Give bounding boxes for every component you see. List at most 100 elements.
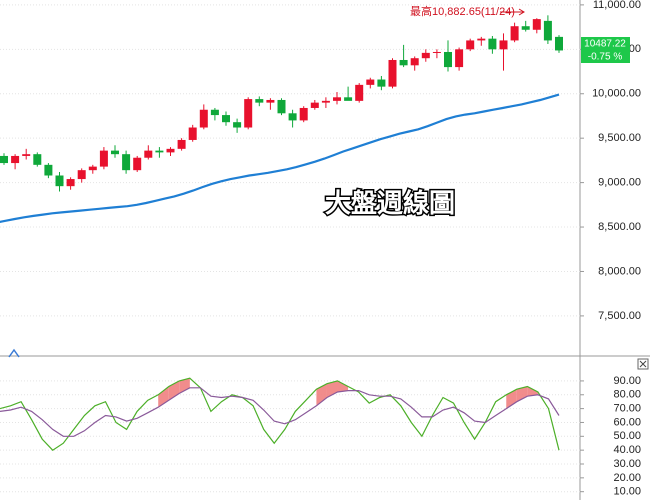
y-tick-label: 20.00 xyxy=(613,472,641,484)
candle xyxy=(444,40,452,72)
indicator-line xyxy=(0,377,560,451)
candle-body xyxy=(432,51,441,53)
candle xyxy=(255,96,264,107)
candle xyxy=(532,18,541,34)
candle-body xyxy=(22,154,31,156)
candle xyxy=(99,147,108,170)
candle xyxy=(88,164,97,174)
scroll-icon[interactable] xyxy=(8,348,20,358)
candle xyxy=(111,145,119,158)
candle-body xyxy=(122,154,131,171)
candle xyxy=(177,138,186,151)
kd-fill xyxy=(337,380,349,392)
candle-body xyxy=(244,99,253,128)
candle-body xyxy=(299,107,308,121)
candle xyxy=(288,109,297,128)
candle-body xyxy=(455,49,464,68)
candle xyxy=(0,153,8,165)
candle-body xyxy=(521,26,530,30)
candle-body xyxy=(88,166,97,171)
candle-body xyxy=(233,122,242,128)
candle-body xyxy=(188,127,197,140)
candle xyxy=(122,150,131,174)
candle xyxy=(66,177,75,190)
candle xyxy=(432,49,441,59)
candle-body xyxy=(155,150,164,153)
indicator-line xyxy=(0,387,560,437)
y-tick-label: 50.00 xyxy=(613,430,641,442)
y-tick-label: 90.00 xyxy=(613,375,641,387)
candle-body xyxy=(333,97,341,101)
change-tag: -0.75 % xyxy=(588,52,623,63)
candle-body xyxy=(144,150,153,158)
y-tick-label: 7,500.00 xyxy=(598,310,641,322)
candle-body xyxy=(166,148,175,153)
candle xyxy=(166,147,175,156)
high-annotation: 最高10,882.65(11/24) xyxy=(410,4,515,18)
candle xyxy=(344,86,353,101)
moving-average-line xyxy=(0,93,560,223)
candle xyxy=(266,98,275,110)
candle-body xyxy=(377,79,386,87)
candle-body xyxy=(66,179,75,187)
candle xyxy=(144,145,153,160)
candle xyxy=(55,171,64,192)
candle-body xyxy=(477,38,486,41)
candle xyxy=(466,38,475,52)
y-tick-label: 40.00 xyxy=(613,444,641,456)
candle-body xyxy=(543,20,552,41)
candle xyxy=(133,155,142,172)
candle-body xyxy=(11,155,20,164)
candle xyxy=(11,154,20,170)
candle xyxy=(277,98,286,116)
candle xyxy=(355,83,364,103)
candle-body xyxy=(55,175,64,187)
candle-body xyxy=(388,59,397,87)
candle-body xyxy=(555,36,563,51)
candle-body xyxy=(177,139,186,149)
candle xyxy=(233,118,242,133)
candle-body xyxy=(199,109,208,128)
y-tick-label: 10.00 xyxy=(613,486,641,498)
price-tag: 10487.22 xyxy=(584,39,626,50)
candle-body xyxy=(488,38,497,50)
candle-body xyxy=(277,99,286,114)
y-tick-label: 30.00 xyxy=(613,458,641,470)
candle-body xyxy=(222,115,230,123)
candle xyxy=(488,35,497,54)
candle xyxy=(310,99,319,110)
candle-body xyxy=(77,170,86,180)
candle-body xyxy=(399,59,408,66)
candle xyxy=(321,97,330,108)
candle xyxy=(155,147,164,158)
y-tick-label: 8,500.00 xyxy=(598,221,641,233)
candle-body xyxy=(410,58,419,66)
y-tick-label: 60.00 xyxy=(613,416,641,428)
candle xyxy=(199,104,208,130)
candle-body xyxy=(510,26,519,41)
candle-body xyxy=(44,164,53,176)
candle-body xyxy=(99,150,108,167)
candle-body xyxy=(33,154,42,165)
y-tick-label: 10,000.00 xyxy=(592,88,641,100)
candle xyxy=(388,58,397,89)
kd-fill xyxy=(516,386,528,402)
candle-body xyxy=(133,157,142,171)
candle xyxy=(44,163,53,179)
close-icon xyxy=(639,360,647,368)
candle xyxy=(333,91,341,105)
y-tick-label: 9,000.00 xyxy=(598,177,641,189)
candle xyxy=(222,111,230,126)
candle xyxy=(477,36,486,46)
candle-body xyxy=(210,109,219,116)
candle xyxy=(399,44,408,68)
candle-body xyxy=(444,51,452,68)
candle-body xyxy=(355,84,364,101)
y-tick-label: 8,000.00 xyxy=(598,265,641,277)
candle xyxy=(555,35,563,53)
chart-title: 大盤週線圖 xyxy=(325,188,455,218)
candle-body xyxy=(0,155,8,164)
candle xyxy=(377,75,386,91)
